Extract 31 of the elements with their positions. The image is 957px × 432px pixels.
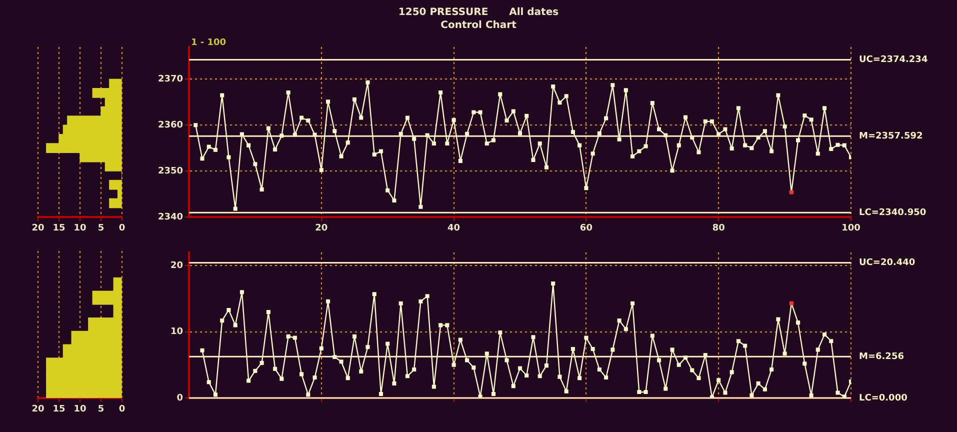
x-tick-label: 5: [98, 224, 104, 234]
x-tick-label: 60: [580, 224, 592, 234]
x-tick-label: 20: [32, 404, 44, 415]
x-tick-label: 10: [74, 404, 86, 415]
y-tick-label: 20: [170, 260, 183, 271]
x-tick-label: 100: [842, 224, 860, 234]
y-tick-label: 2370: [158, 74, 183, 85]
x-tick-label: 80: [712, 224, 725, 234]
y-tick-label: 0: [176, 393, 183, 404]
y-tick-label: 2350: [158, 166, 183, 176]
ref-line-label: UC=20.440: [859, 258, 916, 268]
x-tick-label: 0: [118, 224, 126, 234]
x-tick-label: 40: [448, 224, 460, 234]
y-tick-label: 2340: [158, 212, 183, 222]
x-tick-label: 20: [315, 224, 328, 234]
chart-subtitle: Control Chart: [440, 19, 518, 32]
annotation: 1 - 100: [191, 38, 226, 48]
x-tick-label: 0: [118, 404, 126, 415]
ref-line-label: M=2357.592: [859, 132, 923, 142]
x-tick-label: 15: [52, 404, 66, 415]
chart-title: 1250 PRESSURE All dates: [397, 6, 560, 19]
x-tick-label: 15: [52, 224, 66, 234]
x-tick-label: 10: [74, 224, 86, 234]
ref-line-label: M=6.256: [859, 352, 904, 362]
ref-line-label: LC=0.000: [859, 393, 908, 404]
x-tick-label: 20: [32, 224, 44, 234]
ref-line-label: UC=2374.234: [859, 55, 928, 66]
x-tick-label: 5: [98, 404, 104, 415]
ref-line-label: LC=2340.950: [859, 208, 926, 218]
y-tick-label: 10: [170, 327, 183, 338]
y-tick-label: 2360: [158, 120, 183, 130]
